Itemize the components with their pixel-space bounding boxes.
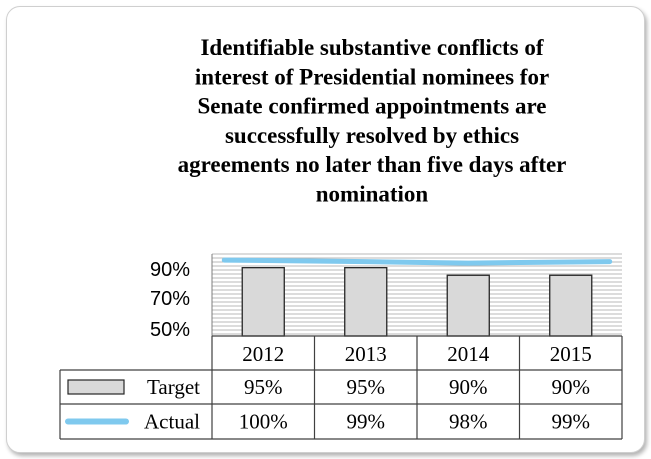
data-label: 98% bbox=[449, 410, 488, 434]
y-tick-label: 90% bbox=[150, 259, 190, 281]
target-bar bbox=[446, 274, 490, 337]
chart-title-line: Identifiable substantive conflicts of bbox=[200, 35, 543, 60]
category-label: 2013 bbox=[345, 342, 387, 366]
chart-card bbox=[6, 6, 645, 453]
chart-title-line: Senate confirmed appointments are bbox=[197, 94, 546, 119]
actual-line-series bbox=[221, 257, 613, 266]
target-bar bbox=[241, 267, 285, 337]
data-label: 95% bbox=[347, 375, 386, 399]
series-name-actual: Actual bbox=[144, 410, 200, 434]
actual-line bbox=[221, 257, 613, 266]
target-bar bbox=[549, 274, 593, 337]
chart-title-line: successfully resolved by ethics bbox=[225, 123, 519, 148]
y-tick-label: 50% bbox=[150, 319, 190, 341]
chart-title-line: agreements no later than five days after bbox=[178, 152, 567, 177]
category-label: 2015 bbox=[550, 342, 592, 366]
data-table: 2012 2013 2014 2015 Target 95% 95% 90% 90% Actual… bbox=[59, 335, 623, 440]
chart-title: Identifiable substantive conflicts of int… bbox=[178, 35, 567, 207]
chart-title-line: nomination bbox=[316, 182, 429, 207]
data-label: 100% bbox=[239, 410, 288, 434]
data-label: 90% bbox=[449, 375, 488, 399]
category-label: 2012 bbox=[242, 342, 284, 366]
category-label: 2014 bbox=[447, 342, 490, 366]
legend-key-target bbox=[67, 379, 125, 395]
data-label: 99% bbox=[552, 410, 591, 434]
y-tick-label: 70% bbox=[150, 288, 190, 310]
data-label: 99% bbox=[347, 410, 386, 434]
target-bar bbox=[344, 267, 388, 337]
chart-title-line: interest of Presidential nominees for bbox=[195, 64, 549, 89]
target-bars bbox=[241, 267, 593, 337]
data-label: 95% bbox=[244, 375, 283, 399]
y-axis-tick-labels: 90% 70% 50% bbox=[150, 259, 190, 341]
series-name-target: Target bbox=[147, 375, 200, 399]
data-label: 90% bbox=[552, 375, 591, 399]
